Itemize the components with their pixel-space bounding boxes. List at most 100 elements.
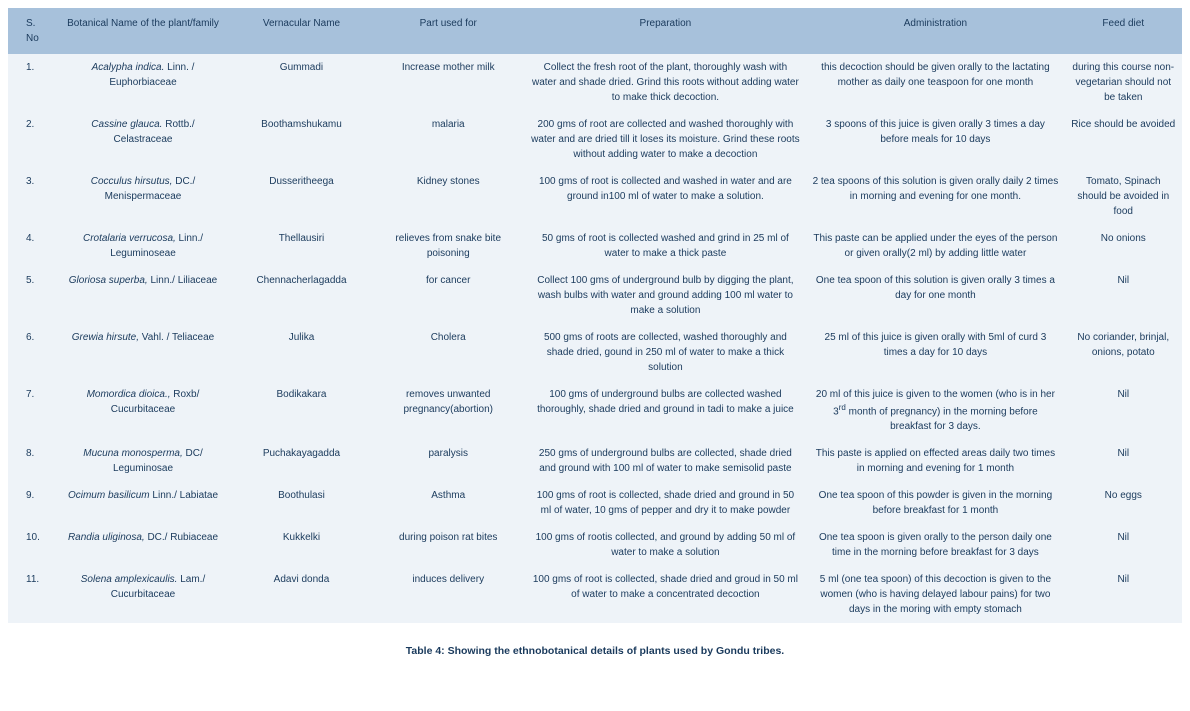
cell-administration: this decoction should be given orally to…	[806, 54, 1064, 111]
cell-feed: Nil	[1065, 566, 1182, 623]
cell-part: Asthma	[372, 482, 525, 524]
cell-botanical: Solena amplexicaulis. Lam./ Cucurbitacea…	[55, 566, 231, 623]
cell-administration: 25 ml of this juice is given orally with…	[806, 324, 1064, 381]
cell-administration: This paste can be applied under the eyes…	[806, 225, 1064, 267]
table-caption: Table 4: Showing the ethnobotanical deta…	[8, 623, 1182, 667]
cell-preparation: 200 gms of root are collected and washed…	[525, 111, 807, 168]
table-row: 1.Acalypha indica. Linn. / Euphorbiaceae…	[8, 54, 1182, 111]
cell-administration: 3 spoons of this juice is given orally 3…	[806, 111, 1064, 168]
cell-preparation: 100 gms of root is collected, shade drie…	[525, 482, 807, 524]
table-row: 5.Gloriosa superba, Linn./ LiliaceaeChen…	[8, 267, 1182, 324]
cell-preparation: 100 gms of root is collected and washed …	[525, 168, 807, 225]
col-header-administration: Administration	[806, 8, 1064, 54]
cell-botanical: Randia uliginosa, DC./ Rubiaceae	[55, 524, 231, 566]
cell-administration: 2 tea spoons of this solution is given o…	[806, 168, 1064, 225]
cell-vernacular: Bodikakara	[231, 381, 372, 440]
cell-part: paralysis	[372, 440, 525, 482]
cell-botanical: Momordica dioica., Roxb/ Cucurbitaceae	[55, 381, 231, 440]
cell-administration: This paste is applied on effected areas …	[806, 440, 1064, 482]
col-header-part: Part used for	[372, 8, 525, 54]
cell-vernacular: Gummadi	[231, 54, 372, 111]
cell-botanical: Gloriosa superba, Linn./ Liliaceae	[55, 267, 231, 324]
table-row: 7.Momordica dioica., Roxb/ Cucurbitaceae…	[8, 381, 1182, 440]
cell-feed: Nil	[1065, 381, 1182, 440]
cell-botanical: Cocculus hirsutus, DC./ Menispermaceae	[55, 168, 231, 225]
col-header-vernacular: Vernacular Name	[231, 8, 372, 54]
cell-vernacular: Julika	[231, 324, 372, 381]
cell-feed: No onions	[1065, 225, 1182, 267]
cell-sno: 1.	[8, 54, 55, 111]
cell-part: induces delivery	[372, 566, 525, 623]
cell-administration: One tea spoon of this powder is given in…	[806, 482, 1064, 524]
ethnobotanical-table: S. No Botanical Name of the plant/family…	[8, 8, 1182, 623]
cell-preparation: 500 gms of roots are collected, washed t…	[525, 324, 807, 381]
cell-feed: Nil	[1065, 524, 1182, 566]
cell-preparation: 100 gms of root is collected, shade drie…	[525, 566, 807, 623]
table-row: 10.Randia uliginosa, DC./ RubiaceaeKukke…	[8, 524, 1182, 566]
cell-botanical: Ocimum basilicum Linn./ Labiatae	[55, 482, 231, 524]
cell-sno: 2.	[8, 111, 55, 168]
col-header-sno: S. No	[8, 8, 55, 54]
cell-preparation: 50 gms of root is collected washed and g…	[525, 225, 807, 267]
cell-sno: 10.	[8, 524, 55, 566]
cell-botanical: Cassine glauca. Rottb./ Celastraceae	[55, 111, 231, 168]
cell-botanical: Acalypha indica. Linn. / Euphorbiaceae	[55, 54, 231, 111]
table-row: 6.Grewia hirsute, Vahl. / TeliaceaeJulik…	[8, 324, 1182, 381]
col-header-botanical: Botanical Name of the plant/family	[55, 8, 231, 54]
cell-preparation: Collect the fresh root of the plant, tho…	[525, 54, 807, 111]
cell-part: Kidney stones	[372, 168, 525, 225]
table-row: 4.Crotalaria verrucosa, Linn./ Leguminos…	[8, 225, 1182, 267]
cell-vernacular: Boothamshukamu	[231, 111, 372, 168]
cell-administration: 20 ml of this juice is given to the wome…	[806, 381, 1064, 440]
cell-botanical: Grewia hirsute, Vahl. / Teliaceae	[55, 324, 231, 381]
cell-feed: Rice should be avoided	[1065, 111, 1182, 168]
col-header-feed: Feed diet	[1065, 8, 1182, 54]
cell-administration: 5 ml (one tea spoon) of this decoction i…	[806, 566, 1064, 623]
cell-administration: One tea spoon is given orally to the per…	[806, 524, 1064, 566]
cell-sno: 3.	[8, 168, 55, 225]
cell-feed: during this course non-vegetarian should…	[1065, 54, 1182, 111]
cell-part: during poison rat bites	[372, 524, 525, 566]
cell-sno: 8.	[8, 440, 55, 482]
table-row: 9.Ocimum basilicum Linn./ LabiataeBoothu…	[8, 482, 1182, 524]
cell-preparation: 250 gms of underground bulbs are collect…	[525, 440, 807, 482]
cell-feed: Nil	[1065, 267, 1182, 324]
cell-feed: Nil	[1065, 440, 1182, 482]
cell-vernacular: Dusseritheega	[231, 168, 372, 225]
cell-vernacular: Thellausiri	[231, 225, 372, 267]
cell-administration: One tea spoon of this solution is given …	[806, 267, 1064, 324]
cell-part: for cancer	[372, 267, 525, 324]
table-row: 8.Mucuna monosperma, DC/ LeguminosaePuch…	[8, 440, 1182, 482]
cell-sno: 5.	[8, 267, 55, 324]
cell-vernacular: Puchakayagadda	[231, 440, 372, 482]
table-container: S. No Botanical Name of the plant/family…	[8, 8, 1182, 623]
cell-botanical: Crotalaria verrucosa, Linn./ Leguminosea…	[55, 225, 231, 267]
table-body: 1.Acalypha indica. Linn. / Euphorbiaceae…	[8, 54, 1182, 623]
table-row: 11.Solena amplexicaulis. Lam./ Cucurbita…	[8, 566, 1182, 623]
cell-sno: 4.	[8, 225, 55, 267]
cell-vernacular: Adavi donda	[231, 566, 372, 623]
cell-sno: 11.	[8, 566, 55, 623]
cell-feed: No coriander, brinjal, onions, potato	[1065, 324, 1182, 381]
cell-sno: 6.	[8, 324, 55, 381]
cell-feed: No eggs	[1065, 482, 1182, 524]
table-row: 3.Cocculus hirsutus, DC./ Menispermaceae…	[8, 168, 1182, 225]
cell-preparation: 100 gms of rootis collected, and ground …	[525, 524, 807, 566]
table-header-row: S. No Botanical Name of the plant/family…	[8, 8, 1182, 54]
cell-botanical: Mucuna monosperma, DC/ Leguminosae	[55, 440, 231, 482]
cell-vernacular: Chennacherlagadda	[231, 267, 372, 324]
col-header-preparation: Preparation	[525, 8, 807, 54]
cell-vernacular: Kukkelki	[231, 524, 372, 566]
cell-preparation: Collect 100 gms of underground bulb by d…	[525, 267, 807, 324]
cell-part: Cholera	[372, 324, 525, 381]
cell-part: removes unwanted pregnancy(abortion)	[372, 381, 525, 440]
table-row: 2.Cassine glauca. Rottb./ CelastraceaeBo…	[8, 111, 1182, 168]
cell-feed: Tomato, Spinach should be avoided in foo…	[1065, 168, 1182, 225]
cell-part: relieves from snake bite poisoning	[372, 225, 525, 267]
cell-preparation: 100 gms of underground bulbs are collect…	[525, 381, 807, 440]
cell-part: Increase mother milk	[372, 54, 525, 111]
cell-vernacular: Boothulasi	[231, 482, 372, 524]
cell-sno: 9.	[8, 482, 55, 524]
cell-sno: 7.	[8, 381, 55, 440]
cell-part: malaria	[372, 111, 525, 168]
